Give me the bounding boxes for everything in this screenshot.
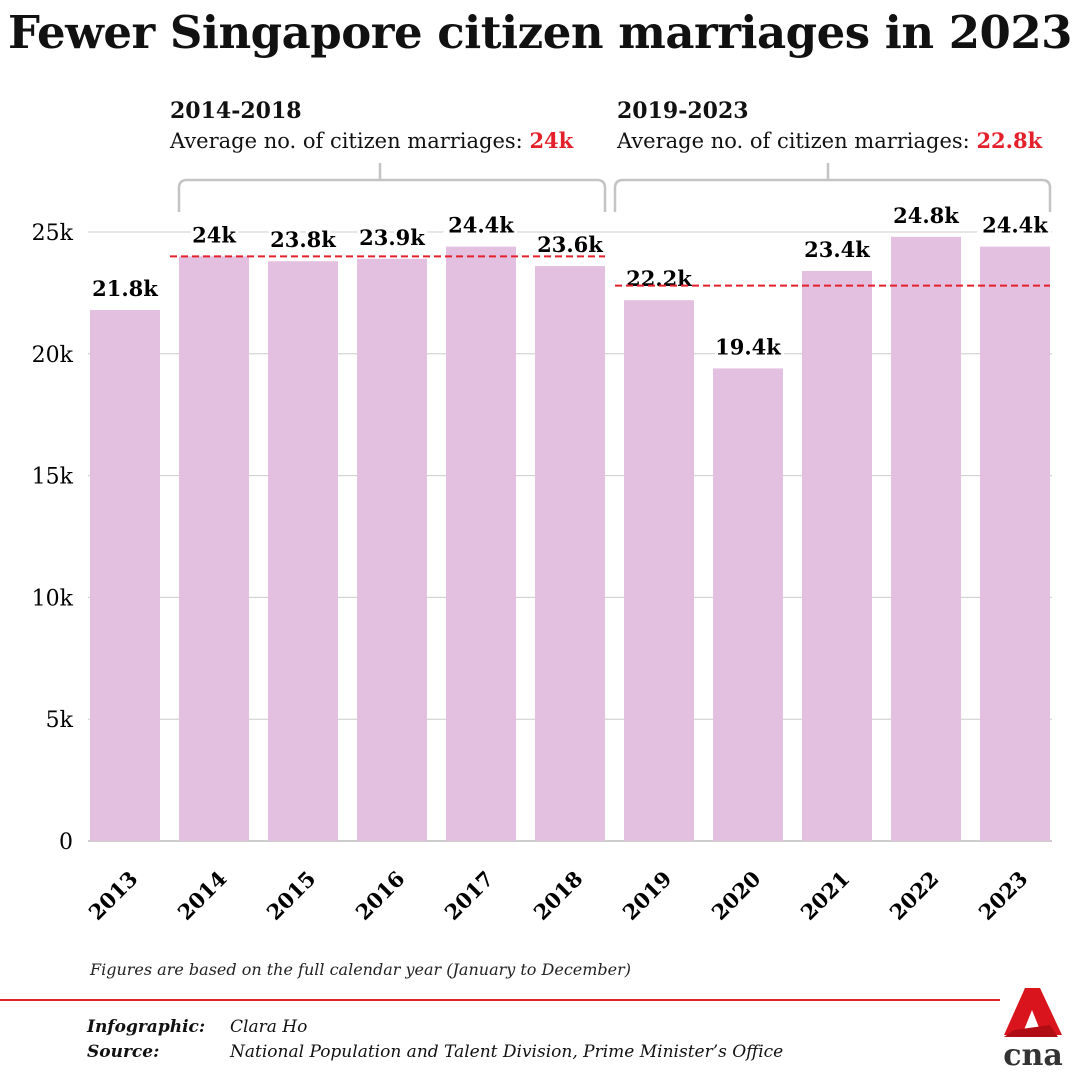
x-tick-label: 2021 — [796, 866, 855, 925]
group-period: 2019-2023 — [617, 98, 749, 124]
group-annotation-2014-2018: 2014-2018 Average no. of citizen marriag… — [170, 96, 573, 156]
bar-2022 — [891, 236, 961, 841]
group-bracket — [177, 163, 607, 212]
x-tick-label: 2018 — [529, 866, 588, 925]
cna-logo: cna — [1003, 988, 1063, 1070]
bar-2020 — [713, 368, 783, 841]
svg-text:cna: cna — [1003, 1038, 1063, 1070]
footer-divider — [0, 999, 1000, 1001]
bar-2017 — [446, 246, 516, 842]
y-tick-label: 25k — [32, 221, 74, 246]
value-label: 24.4k — [982, 213, 1048, 238]
footnote: Figures are based on the full calendar y… — [90, 960, 632, 979]
value-label: 24.4k — [448, 213, 514, 238]
group-annotation-2019-2023: 2019-2023 Average no. of citizen marriag… — [617, 96, 1042, 156]
x-tick-label: 2013 — [84, 866, 143, 925]
value-label: 21.8k — [92, 276, 158, 301]
bar-2021 — [802, 270, 872, 841]
source-label: Source: — [87, 1042, 160, 1062]
bar-2018 — [535, 266, 605, 841]
x-tick-label: 2022 — [885, 866, 944, 925]
source-text: National Population and Talent Division,… — [230, 1042, 784, 1062]
x-tick-label: 2019 — [618, 866, 677, 925]
bar-2014 — [179, 256, 249, 841]
infographic-credit: Clara Ho — [230, 1017, 308, 1037]
x-tick-label: 2023 — [974, 866, 1033, 925]
group-period: 2014-2018 — [170, 98, 302, 124]
y-tick-label: 10k — [32, 586, 74, 611]
infographic-label: Infographic: — [87, 1017, 206, 1037]
value-label: 23.6k — [537, 232, 603, 257]
bar-2019 — [624, 300, 694, 841]
chart-title: Fewer Singapore citizen marriages in 202… — [8, 6, 1072, 59]
value-label: 24k — [192, 222, 236, 247]
x-tick-label: 2014 — [173, 866, 232, 925]
value-label: 23.8k — [270, 227, 336, 252]
y-tick-label: 20k — [32, 343, 74, 368]
x-tick-label: 2016 — [351, 866, 410, 925]
value-label: 19.4k — [715, 334, 781, 359]
value-label: 23.4k — [804, 237, 870, 262]
value-label: 24.8k — [893, 203, 959, 228]
x-tick-label: 2015 — [262, 866, 321, 925]
value-label: 23.9k — [359, 225, 425, 250]
value-label: 22.2k — [626, 266, 692, 291]
group-avg-text: Average no. of citizen marriages: — [170, 129, 523, 153]
group-avg-text: Average no. of citizen marriages: — [617, 129, 970, 153]
bar-2013 — [90, 309, 160, 841]
x-tick-label: 2017 — [440, 866, 499, 925]
y-tick-label: 5k — [46, 708, 74, 733]
bar-2023 — [980, 246, 1050, 842]
group-bracket — [613, 163, 1052, 212]
bar-2015 — [268, 261, 338, 841]
group-avg-value: 22.8k — [976, 128, 1043, 153]
y-tick-label: 15k — [32, 465, 74, 490]
bar-2016 — [357, 258, 427, 841]
y-tick-label: 0 — [59, 830, 73, 855]
x-tick-label: 2020 — [707, 866, 766, 925]
group-avg-value: 24k — [529, 128, 574, 153]
